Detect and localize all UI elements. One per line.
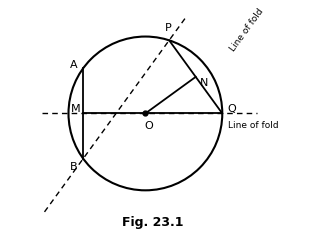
Text: Line of fold: Line of fold [228, 7, 265, 53]
Text: Q: Q [227, 104, 236, 114]
Text: B: B [70, 162, 78, 172]
Text: Line of fold: Line of fold [228, 121, 279, 130]
Text: M: M [70, 104, 80, 114]
Text: O: O [144, 121, 153, 131]
Text: Fig. 23.1: Fig. 23.1 [122, 216, 184, 229]
Text: A: A [70, 60, 78, 70]
Text: P: P [165, 23, 172, 33]
Text: N: N [200, 78, 209, 88]
